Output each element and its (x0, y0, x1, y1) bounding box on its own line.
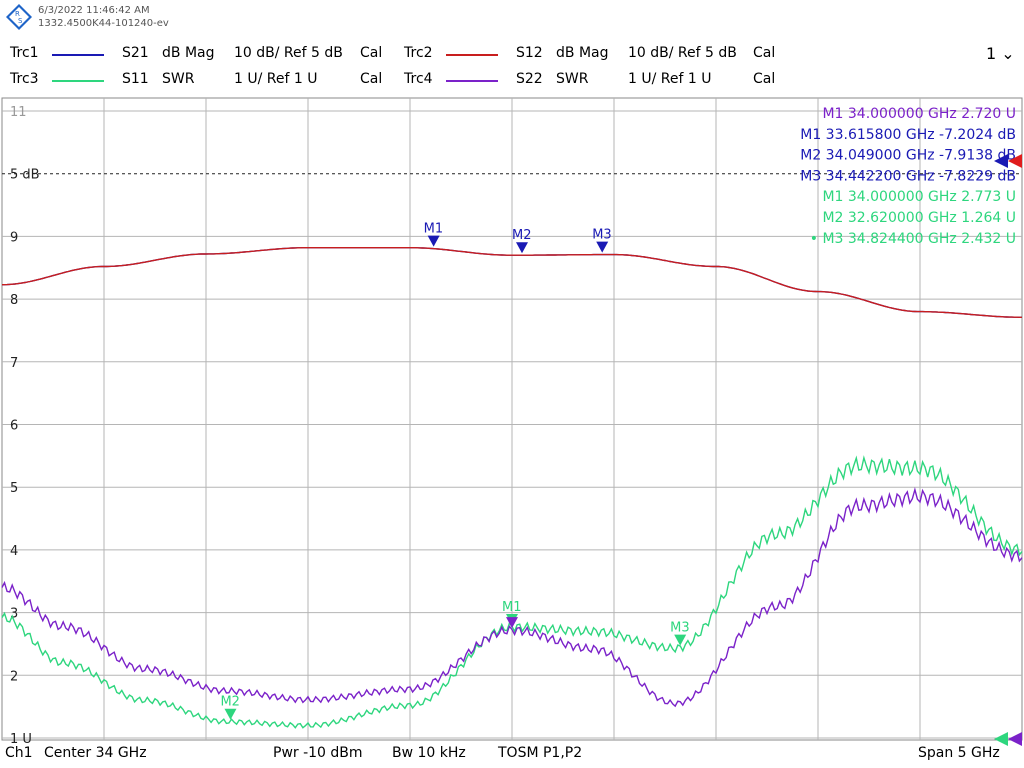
trace-color-swatch (52, 54, 104, 56)
y-tick-label: 5 dB (10, 168, 40, 183)
trace-scale[interactable]: 10 dB/ Ref 5 dB (234, 45, 343, 61)
trace-format[interactable]: SWR (556, 71, 589, 87)
ref-arrow-s12-icon (1008, 154, 1022, 168)
marker-readout[interactable]: M1 34.000000 GHz 2.773 U (822, 189, 1016, 205)
y-tick-label: 8 (10, 293, 18, 308)
trace-scale[interactable]: 1 U/ Ref 1 U (234, 71, 318, 87)
marker-readout[interactable]: M1 33.615800 GHz -7.2024 dB (800, 127, 1016, 143)
y-tick-label: 9 (10, 230, 18, 245)
marker-m3-triangle (674, 634, 687, 646)
trace-scale[interactable]: 10 dB/ Ref 5 dB (628, 45, 737, 61)
trace-color-swatch (52, 80, 104, 82)
marker-readout[interactable]: M3 34.442200 GHz -7.8229 dB (800, 168, 1016, 184)
trace-name[interactable]: Trc4 (404, 71, 433, 87)
trace-cal-status[interactable]: Cal (753, 71, 776, 87)
y-tick-label: 1 U (10, 732, 32, 747)
trace-s12 (2, 247, 1022, 318)
marker-m1-triangle (506, 617, 518, 629)
channel-label[interactable]: Ch1 (5, 745, 33, 761)
power-setting[interactable]: Pwr -10 dBm (273, 745, 363, 761)
marker-readout[interactable]: M2 32.620000 GHz 1.264 U (822, 210, 1016, 226)
marker-m2-triangle (515, 242, 528, 254)
marker-m2-triangle (224, 708, 237, 720)
y-tick-label: 5 (10, 481, 18, 496)
channel-menu-label: 1 (986, 44, 997, 63)
trace-name[interactable]: Trc1 (10, 45, 39, 61)
chevron-down-icon: ⌄ (1001, 44, 1015, 63)
marker-label: M2 (512, 228, 531, 243)
ref-arrow-s22-icon (1008, 732, 1022, 746)
trace-color-swatch (446, 54, 498, 56)
y-tick-label: 11 (10, 105, 27, 120)
trace-name[interactable]: Trc2 (404, 45, 433, 61)
trace-parameter[interactable]: S21 (122, 45, 149, 61)
y-tick-label: 4 (10, 544, 18, 559)
svg-text:S: S (18, 17, 23, 25)
bandwidth-setting[interactable]: Bw 10 kHz (392, 745, 466, 761)
marker-readout[interactable]: M2 34.049000 GHz -7.9138 dB (800, 148, 1016, 164)
datetime: 6/3/2022 11:46:42 AM (38, 5, 150, 16)
calibration-status[interactable]: TOSM P1,P2 (498, 745, 583, 761)
trace-format[interactable]: SWR (162, 71, 195, 87)
trace-format[interactable]: dB Mag (556, 45, 609, 61)
ref-arrow-s21-icon (994, 154, 1008, 168)
trace-parameter[interactable]: S22 (516, 71, 543, 87)
ref-arrow-s11-icon (994, 732, 1008, 746)
marker-label: M2 (220, 695, 240, 710)
y-tick-label: 7 (10, 356, 18, 371)
marker-m1-triangle (427, 235, 440, 247)
trace-color-swatch (446, 80, 498, 82)
svg-text:R: R (15, 10, 20, 18)
marker-readout[interactable]: M1 34.000000 GHz 2.720 U (822, 106, 1016, 122)
marker-label: M3 (592, 228, 612, 243)
y-tick-label: 2 (10, 669, 18, 684)
channel-menu-button[interactable]: 1 ⌄ (986, 44, 1015, 63)
trace-s22 (1, 487, 1023, 708)
y-tick-label: 6 (10, 419, 18, 434)
trace-scale[interactable]: 1 U/ Ref 1 U (628, 71, 712, 87)
center-frequency[interactable]: Center 34 GHz (44, 745, 147, 761)
marker-label: M1 (502, 600, 522, 615)
trace-name[interactable]: Trc3 (10, 71, 39, 87)
trace-cal-status[interactable]: Cal (360, 45, 383, 61)
rohde-schwarz-logo: R S (5, 3, 33, 31)
trace-cal-status[interactable]: Cal (360, 71, 383, 87)
marker-label: M1 (424, 222, 444, 237)
trace-parameter[interactable]: S12 (516, 45, 543, 61)
trace-parameter[interactable]: S11 (122, 71, 149, 87)
marker-m3-triangle (596, 241, 609, 253)
marker-label: M3 (670, 621, 690, 636)
span-setting[interactable]: Span 5 GHz (918, 745, 1000, 761)
y-tick-label: 3 (10, 607, 18, 622)
trace-format[interactable]: dB Mag (162, 45, 215, 61)
trace-cal-status[interactable]: Cal (753, 45, 776, 61)
device-id: 1332.4500K44-101240-ev (38, 18, 169, 29)
marker-readout[interactable]: • M3 34.824400 GHz 2.432 U (810, 231, 1016, 247)
